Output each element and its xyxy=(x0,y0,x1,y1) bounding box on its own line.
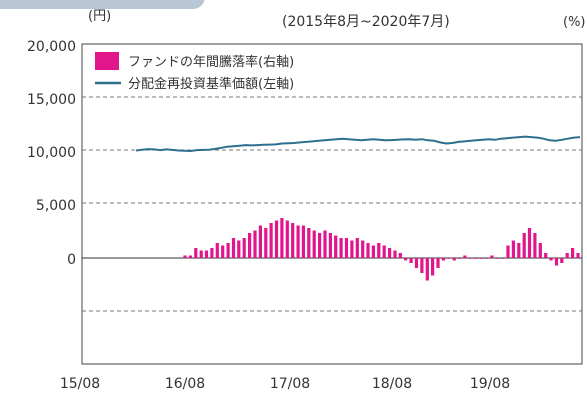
bar xyxy=(253,230,257,258)
bar xyxy=(527,228,532,258)
y-tick-label: 10,000 xyxy=(27,145,76,161)
x-tick-label: 16/08 xyxy=(165,376,205,392)
bar xyxy=(484,258,489,259)
bar xyxy=(452,258,456,261)
bar xyxy=(226,243,230,258)
bar xyxy=(538,243,542,258)
bar xyxy=(576,253,580,258)
bar xyxy=(377,243,381,258)
x-tick-labels: 15/08 16/08 17/08 18/08 19/08 xyxy=(60,376,510,392)
bar xyxy=(549,258,553,261)
bar xyxy=(468,258,472,259)
bar xyxy=(511,240,515,258)
bar xyxy=(307,228,311,258)
y-tick-label: 0 xyxy=(67,252,76,268)
header-tab-strip xyxy=(0,0,205,9)
bar xyxy=(248,233,252,258)
bar xyxy=(506,245,510,258)
y-tick-label: 15,000 xyxy=(27,92,76,108)
x-tick-label: 17/08 xyxy=(270,376,310,392)
legend: ファンドの年間騰落率(右軸) 分配金再投資基準価額(左軸) xyxy=(95,52,294,92)
bar xyxy=(280,218,284,258)
bar xyxy=(221,245,225,258)
legend-swatch-bar xyxy=(95,52,119,70)
bar xyxy=(554,258,559,266)
bar xyxy=(393,250,397,258)
bar xyxy=(339,238,343,258)
bar xyxy=(237,240,241,258)
bar xyxy=(414,258,419,268)
legend-label-line: 分配金再投資基準価額(左軸) xyxy=(128,76,294,92)
bar xyxy=(501,258,505,259)
bar xyxy=(274,220,279,258)
right-axis-unit: (%) xyxy=(563,15,586,30)
y-left-tick-labels: 20,000 15,000 10,000 5,000 0 xyxy=(27,39,76,268)
bar xyxy=(194,248,198,258)
bar xyxy=(436,258,440,268)
x-tick-label: 15/08 xyxy=(60,376,100,392)
legend-label-bar: ファンドの年間騰落率(右軸) xyxy=(128,54,294,70)
bar xyxy=(517,243,521,258)
bar xyxy=(188,255,192,258)
bar xyxy=(355,238,359,258)
bar xyxy=(425,258,429,281)
bar xyxy=(323,230,327,258)
bar xyxy=(291,223,295,258)
bar xyxy=(463,255,467,258)
bar xyxy=(409,258,413,263)
bar xyxy=(565,253,569,258)
bar xyxy=(361,240,365,258)
bar xyxy=(544,253,548,258)
bar xyxy=(215,243,219,258)
gridlines xyxy=(82,96,582,312)
bar xyxy=(296,225,300,258)
bar xyxy=(398,253,402,258)
bar xyxy=(495,258,499,259)
bar xyxy=(344,238,349,258)
bar xyxy=(371,245,375,258)
bar xyxy=(301,225,305,258)
bar xyxy=(328,233,332,258)
bar xyxy=(458,258,462,259)
bar xyxy=(490,255,494,258)
x-tick-label: 19/08 xyxy=(470,376,510,392)
bar xyxy=(447,258,451,259)
left-axis-unit: (円) xyxy=(88,9,111,24)
bar xyxy=(242,238,246,258)
bar xyxy=(431,258,435,276)
bar xyxy=(231,238,236,258)
bar xyxy=(199,250,203,258)
x-tick-label: 18/08 xyxy=(372,376,412,392)
bar xyxy=(183,255,187,258)
nav-line xyxy=(135,135,581,153)
bar xyxy=(382,245,386,258)
bar xyxy=(258,225,262,258)
bar xyxy=(474,258,478,259)
bar xyxy=(560,258,564,263)
y-tick-label: 20,000 xyxy=(27,39,76,55)
bar xyxy=(366,243,370,258)
bar xyxy=(479,258,483,259)
bar-series xyxy=(183,218,580,281)
bar xyxy=(334,235,338,258)
bar xyxy=(285,220,289,258)
bar xyxy=(522,233,526,258)
bar xyxy=(571,248,575,258)
bar xyxy=(264,228,268,258)
bar xyxy=(318,233,322,258)
bar xyxy=(269,223,273,258)
bar xyxy=(441,258,445,261)
y-tick-label: 5,000 xyxy=(36,198,76,214)
bar xyxy=(404,258,408,261)
bar xyxy=(312,230,316,258)
bar xyxy=(210,248,214,258)
bar xyxy=(204,250,209,258)
period-label: (2015年8月~2020年7月) xyxy=(282,14,450,30)
bar xyxy=(533,233,537,258)
bar xyxy=(350,240,354,258)
bar xyxy=(388,248,392,258)
plot-frame xyxy=(81,43,583,365)
bar xyxy=(420,258,424,273)
